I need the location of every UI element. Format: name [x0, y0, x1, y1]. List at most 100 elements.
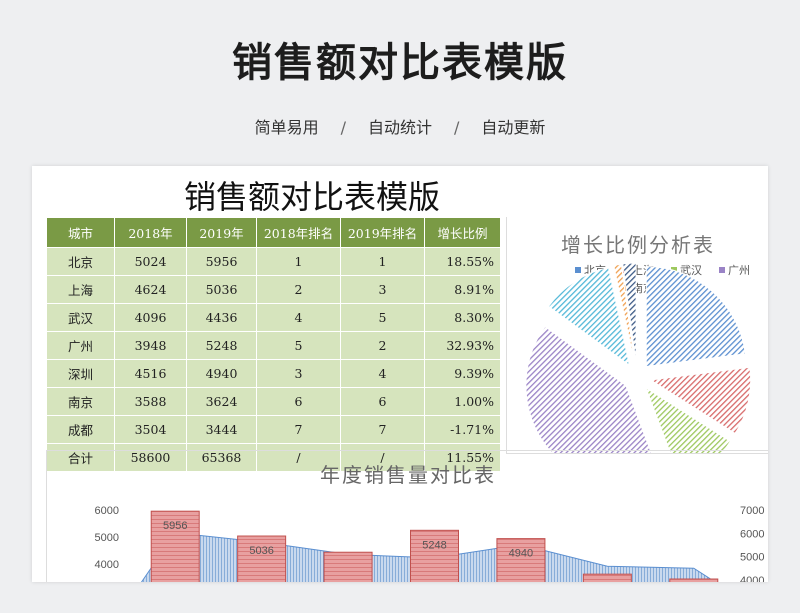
table-cell[interactable]: 上海 — [46, 275, 115, 304]
bar-data-label: 5956 — [163, 520, 187, 532]
table-cell[interactable]: 3 — [256, 359, 341, 388]
table-cell[interactable]: 32.93% — [424, 331, 501, 360]
table-cell[interactable]: 广州 — [46, 331, 115, 360]
feature-tags: 简单易用 / 自动统计 / 自动更新 — [0, 114, 800, 138]
table-cell[interactable]: 65368 — [186, 443, 257, 472]
legend-swatch — [719, 267, 725, 273]
bar-广州[interactable] — [410, 529, 459, 582]
bar-武汉[interactable] — [323, 551, 373, 582]
table-cell[interactable]: 合计 — [46, 443, 115, 472]
table-cell[interactable]: 4 — [340, 359, 425, 388]
table-cell[interactable]: 3504 — [114, 415, 187, 444]
table-cell[interactable]: 4436 — [186, 303, 257, 332]
table-cell[interactable]: 4096 — [114, 303, 187, 332]
col-header-2019[interactable]: 2019年 — [186, 217, 257, 248]
table-cell[interactable]: 7 — [256, 415, 341, 444]
table-cell[interactable]: / — [340, 443, 425, 472]
table-cell[interactable]: 5 — [340, 303, 425, 332]
bar-成都[interactable] — [669, 578, 719, 582]
col-header-2018[interactable]: 2018年 — [114, 217, 187, 248]
col-header-city[interactable]: 城市 — [46, 217, 115, 248]
table-header-row: 城市 2018年 2019年 2018年排名 2019年排名 增长比例 — [46, 217, 501, 248]
table-cell[interactable]: 4516 — [114, 359, 187, 388]
table-cell[interactable]: 武汉 — [46, 303, 115, 332]
bar-南京[interactable] — [582, 573, 632, 582]
table-cell[interactable]: 4 — [256, 303, 341, 332]
table-cell[interactable]: 6 — [340, 387, 425, 416]
table-cell[interactable]: 9.39% — [424, 359, 501, 388]
table-cell[interactable]: 成都 — [46, 415, 115, 444]
bar-chart-panel: 年度销售量对比表 6000 5000 4000 7000 6000 5000 4000 595… — [46, 450, 768, 582]
table-cell[interactable]: 5036 — [186, 275, 257, 304]
table-cell[interactable]: 4940 — [186, 359, 257, 388]
tag-auto-update: 自动更新 — [481, 118, 546, 137]
table-cell[interactable]: 5024 — [114, 247, 187, 276]
table-cell[interactable]: 2 — [256, 275, 341, 304]
tag-auto-stat: 自动统计 — [367, 118, 432, 137]
table-cell[interactable]: 6 — [256, 387, 341, 416]
y-left-tick: 5000 — [95, 532, 119, 544]
bar-data-label: 5036 — [249, 545, 273, 557]
col-header-rank-2019[interactable]: 2019年排名 — [340, 217, 425, 248]
y-right-tick: 5000 — [740, 552, 764, 564]
y-left-tick: 6000 — [95, 505, 119, 517]
pie-slice-广州[interactable] — [525, 325, 662, 486]
pie-slice-成都[interactable] — [622, 262, 637, 364]
bar-data-label: 5248 — [422, 539, 446, 551]
table-cell[interactable]: 1 — [340, 247, 425, 276]
bar-data-label: 4940 — [509, 548, 533, 560]
table-cell[interactable]: 1.00% — [424, 387, 501, 416]
legend-label: 广州 — [728, 264, 750, 277]
table-cell[interactable]: 4624 — [114, 275, 187, 304]
pie-slice-深圳[interactable] — [547, 266, 631, 367]
table-cell[interactable]: 深圳 — [46, 359, 115, 388]
table-row: 武汉 4096 4436 4 5 8.30% — [46, 303, 501, 332]
y-left-tick: 4000 — [95, 559, 119, 571]
table-row: 成都 3504 3444 7 7 -1.71% — [46, 415, 501, 444]
page-title: 销售额对比表模版 — [232, 40, 568, 86]
table-cell[interactable]: 11.55% — [424, 443, 501, 472]
table-cell[interactable]: 3588 — [114, 387, 187, 416]
bar-北京[interactable] — [150, 510, 200, 582]
table-cell[interactable]: 北京 — [46, 247, 115, 276]
tag-separator: / — [340, 118, 346, 137]
table-row: 合计 58600 65368//11.55% — [46, 443, 501, 472]
bar-chart-title: 年度销售量对比表 — [320, 463, 496, 487]
table-cell[interactable]: 3624 — [186, 387, 257, 416]
sheet-title: 销售额对比表模版 — [183, 178, 440, 216]
y-right-tick: 7000 — [740, 505, 764, 517]
table-cell[interactable]: 3948 — [114, 331, 187, 360]
pie-slice-南京[interactable] — [613, 263, 636, 364]
table-cell[interactable]: 3444 — [186, 415, 257, 444]
bar-上海[interactable] — [237, 535, 287, 582]
table-row: 广州 3948 5248 5 2 32.93% — [46, 331, 501, 360]
table-row: 上海 4624 5036 2 3 8.91% — [46, 275, 501, 304]
table-cell[interactable]: 18.55% — [424, 247, 501, 276]
pie-slice-北京[interactable] — [645, 265, 746, 368]
table-cell[interactable]: 5956 — [186, 247, 257, 276]
table-cell[interactable]: 南京 — [46, 387, 115, 416]
table-cell[interactable]: 5 — [256, 331, 341, 360]
table-cell[interactable]: 8.91% — [424, 275, 501, 304]
col-header-rank-2018[interactable]: 2018年排名 — [256, 217, 341, 248]
legend-swatch — [575, 267, 581, 273]
sales-table: 城市 2018年 2019年 2018年排名 2019年排名 增长比例 北京 50… — [46, 217, 501, 472]
table-cell[interactable]: 8.30% — [424, 303, 501, 332]
table-cell[interactable]: 2 — [340, 331, 425, 360]
spreadsheet-preview: 销售额对比表模版 城市 2018年 2019年 2018年排名 2019年排名 … — [32, 166, 768, 582]
pie-slice-上海[interactable] — [649, 366, 752, 435]
table-row: 深圳 4516 4940 3 4 9.39% — [46, 359, 501, 388]
y-right-tick: 6000 — [740, 528, 764, 540]
table-cell[interactable]: 3 — [340, 275, 425, 304]
col-header-growth[interactable]: 增长比例 — [424, 217, 501, 248]
table-row: 北京 5024 5956 1 1 18.55% — [46, 247, 501, 276]
y-right-tick: 4000 — [740, 575, 764, 582]
table-cell[interactable]: 7 — [340, 415, 425, 444]
table-cell[interactable]: 5248 — [186, 331, 257, 360]
tag-easy: 简单易用 — [254, 118, 319, 137]
tag-separator: / — [454, 118, 460, 137]
table-cell[interactable]: -1.71% — [424, 415, 501, 444]
table-cell[interactable]: 1 — [256, 247, 341, 276]
bar-chart: 6000 5000 4000 7000 6000 5000 4000 5956 5036 5248… — [95, 505, 764, 582]
bar-深圳[interactable] — [496, 538, 546, 582]
